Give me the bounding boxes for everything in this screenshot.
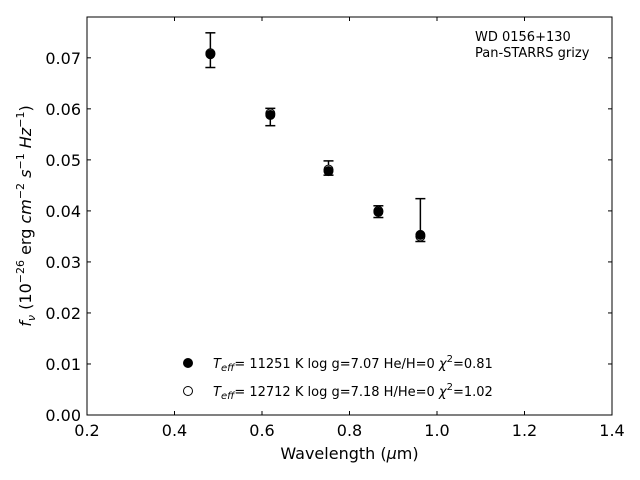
legend-label-2: Teff= 12712 K log g=7.18 H/He=0 χ2=1.02 <box>213 382 493 402</box>
x-tick-label: 0.4 <box>162 421 187 440</box>
y-tick-label: 0.04 <box>45 202 81 221</box>
y-tick-label: 0.00 <box>45 406 81 425</box>
data-point-filled <box>265 109 276 120</box>
legend-marker-filled <box>183 358 193 368</box>
x-tick-label: 0.2 <box>74 421 99 440</box>
axis-ticks: 0.2 0.4 0.6 0.8 1.0 1.2 1.4 0.00 0.01 0.02 0.03 0.0… <box>45 17 625 440</box>
plot-frame <box>86 16 613 416</box>
x-tick-label: 1.2 <box>512 421 537 440</box>
x-tick-label: 1.0 <box>424 421 449 440</box>
data-point-filled <box>373 206 384 217</box>
data-point-filled <box>415 229 426 240</box>
x-tick-label: 0.8 <box>337 421 362 440</box>
legend: Teff= 11251 K log g=7.07 He/H=0 χ2=0.81 … <box>183 354 493 402</box>
y-tick-label: 0.02 <box>45 304 81 323</box>
x-tick-label: 1.4 <box>599 421 624 440</box>
error-bars <box>205 32 426 243</box>
legend-label-1: Teff= 11251 K log g=7.07 He/H=0 χ2=0.81 <box>213 354 493 374</box>
y-axis-label: fν (10−26 erg cm−2 s−1 Hz−1) <box>14 105 38 326</box>
y-tick-label: 0.01 <box>45 355 81 374</box>
y-tick-label: 0.07 <box>45 49 81 68</box>
y-tick-label: 0.06 <box>45 100 81 119</box>
data-points <box>205 48 426 242</box>
data-point-filled <box>323 166 334 177</box>
data-point-filled <box>205 49 216 60</box>
x-tick-label: 0.6 <box>249 421 274 440</box>
annotation-line-1: WD 0156+130 <box>475 30 571 45</box>
legend-marker-open <box>183 386 193 396</box>
y-tick-label: 0.03 <box>45 253 81 272</box>
annotation-line-2: Pan-STARRS grizy <box>475 46 590 61</box>
y-tick-label: 0.05 <box>45 151 81 170</box>
x-axis-label: Wavelength (μm) <box>280 444 418 463</box>
